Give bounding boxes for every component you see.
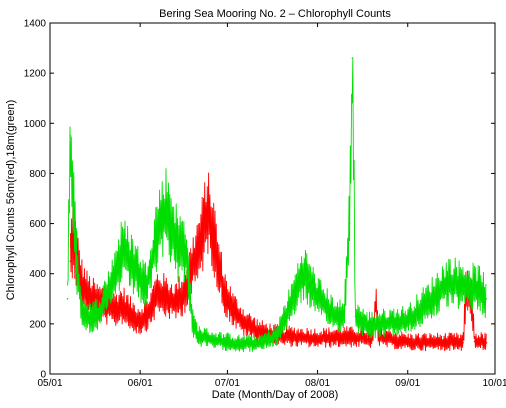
- plot-lines: [66, 57, 488, 352]
- data-point: [156, 232, 159, 235]
- chart-title: Bering Sea Mooring No. 2 – Chlorophyll C…: [159, 8, 391, 20]
- data-point: [197, 335, 200, 338]
- data-point: [447, 282, 450, 285]
- data-point: [98, 313, 101, 315]
- data-point: [165, 210, 168, 212]
- data-point: [113, 310, 115, 313]
- data-point: [191, 267, 194, 270]
- x-tick-label: 07/01: [215, 378, 240, 389]
- data-point: [343, 336, 345, 339]
- x-tick-label: 08/01: [305, 378, 330, 389]
- data-point: [206, 212, 208, 215]
- data-point: [465, 298, 467, 300]
- y-tick-label: 1400: [24, 19, 47, 30]
- data-point: [485, 341, 488, 344]
- data-point: [139, 320, 141, 323]
- data-point: [183, 293, 185, 295]
- x-tick-label: 06/01: [128, 378, 153, 389]
- data-point: [375, 303, 377, 305]
- data-point: [156, 293, 159, 295]
- data-point: [462, 341, 464, 344]
- y-tick-label: 600: [29, 219, 46, 230]
- data-point: [81, 285, 83, 288]
- data-point: [258, 331, 261, 334]
- data-point: [217, 340, 220, 343]
- plot-frame: [49, 22, 496, 375]
- data-point: [348, 222, 351, 225]
- data-point: [69, 135, 72, 137]
- data-point: [81, 310, 83, 313]
- y-tick-label: 0: [40, 370, 46, 381]
- data-point: [238, 343, 240, 345]
- data-point: [232, 310, 234, 313]
- data-point: [200, 242, 202, 245]
- data-point: [89, 318, 92, 320]
- data-point: [223, 293, 226, 295]
- data-point: [66, 298, 69, 300]
- data-point: [296, 336, 299, 339]
- data-point: [485, 298, 488, 300]
- data-point: [331, 313, 333, 315]
- y-tick-label: 1200: [24, 69, 47, 80]
- data-point: [130, 315, 133, 318]
- data-point: [121, 305, 124, 308]
- data-point: [185, 252, 188, 255]
- data-point: [69, 260, 72, 263]
- data-point: [258, 343, 261, 345]
- data-point: [145, 288, 147, 290]
- y-tick-label: 1000: [24, 119, 47, 130]
- data-point: [290, 303, 293, 305]
- data-point: [468, 288, 470, 290]
- data-point: [165, 298, 168, 300]
- data-point: [316, 298, 319, 300]
- data-point: [121, 252, 124, 255]
- x-tick-label: 09/01: [395, 378, 420, 389]
- data-point: [427, 303, 429, 305]
- data-point: [217, 267, 220, 270]
- data-point: [276, 335, 278, 338]
- data-point: [72, 197, 75, 200]
- series-line-1: [69, 172, 487, 352]
- data-point: [406, 341, 409, 344]
- data-point: [133, 267, 136, 270]
- data-point: [87, 295, 89, 298]
- data-point: [473, 340, 476, 343]
- y-tick-label: 800: [29, 169, 46, 180]
- data-point: [372, 338, 374, 340]
- data-point: [366, 325, 368, 328]
- data-point: [354, 315, 357, 318]
- data-point: [174, 303, 176, 305]
- axes: 05/01 06/01 07/01 08/01 09/01 10/01 0 200 400 600…: [24, 19, 506, 390]
- y-axis-label: Chlorophyll Counts 56m(red),18m(green): [5, 100, 17, 301]
- data-point: [110, 285, 112, 288]
- series-line-2: [67, 58, 487, 352]
- data-point: [212, 232, 214, 235]
- data-point: [75, 260, 77, 263]
- data-point: [177, 247, 179, 250]
- data-point: [479, 290, 482, 293]
- y-tick-label: 200: [29, 319, 46, 330]
- data-point: [302, 272, 304, 275]
- y-tick-label: 400: [29, 269, 46, 280]
- x-axis-label: Date (Month/Day of 2008): [212, 389, 339, 401]
- data-point: [351, 57, 354, 59]
- data-point: [244, 323, 246, 325]
- data-point: [316, 338, 319, 340]
- data-point: [206, 338, 208, 340]
- data-point: [433, 341, 435, 344]
- x-tick-label: 05/01: [37, 378, 62, 389]
- data-point: [406, 320, 409, 323]
- data-point: [148, 313, 150, 315]
- data-point: [191, 323, 194, 325]
- data-point: [386, 323, 389, 325]
- x-tick-label: 10/01: [482, 378, 506, 389]
- data-point: [343, 318, 345, 320]
